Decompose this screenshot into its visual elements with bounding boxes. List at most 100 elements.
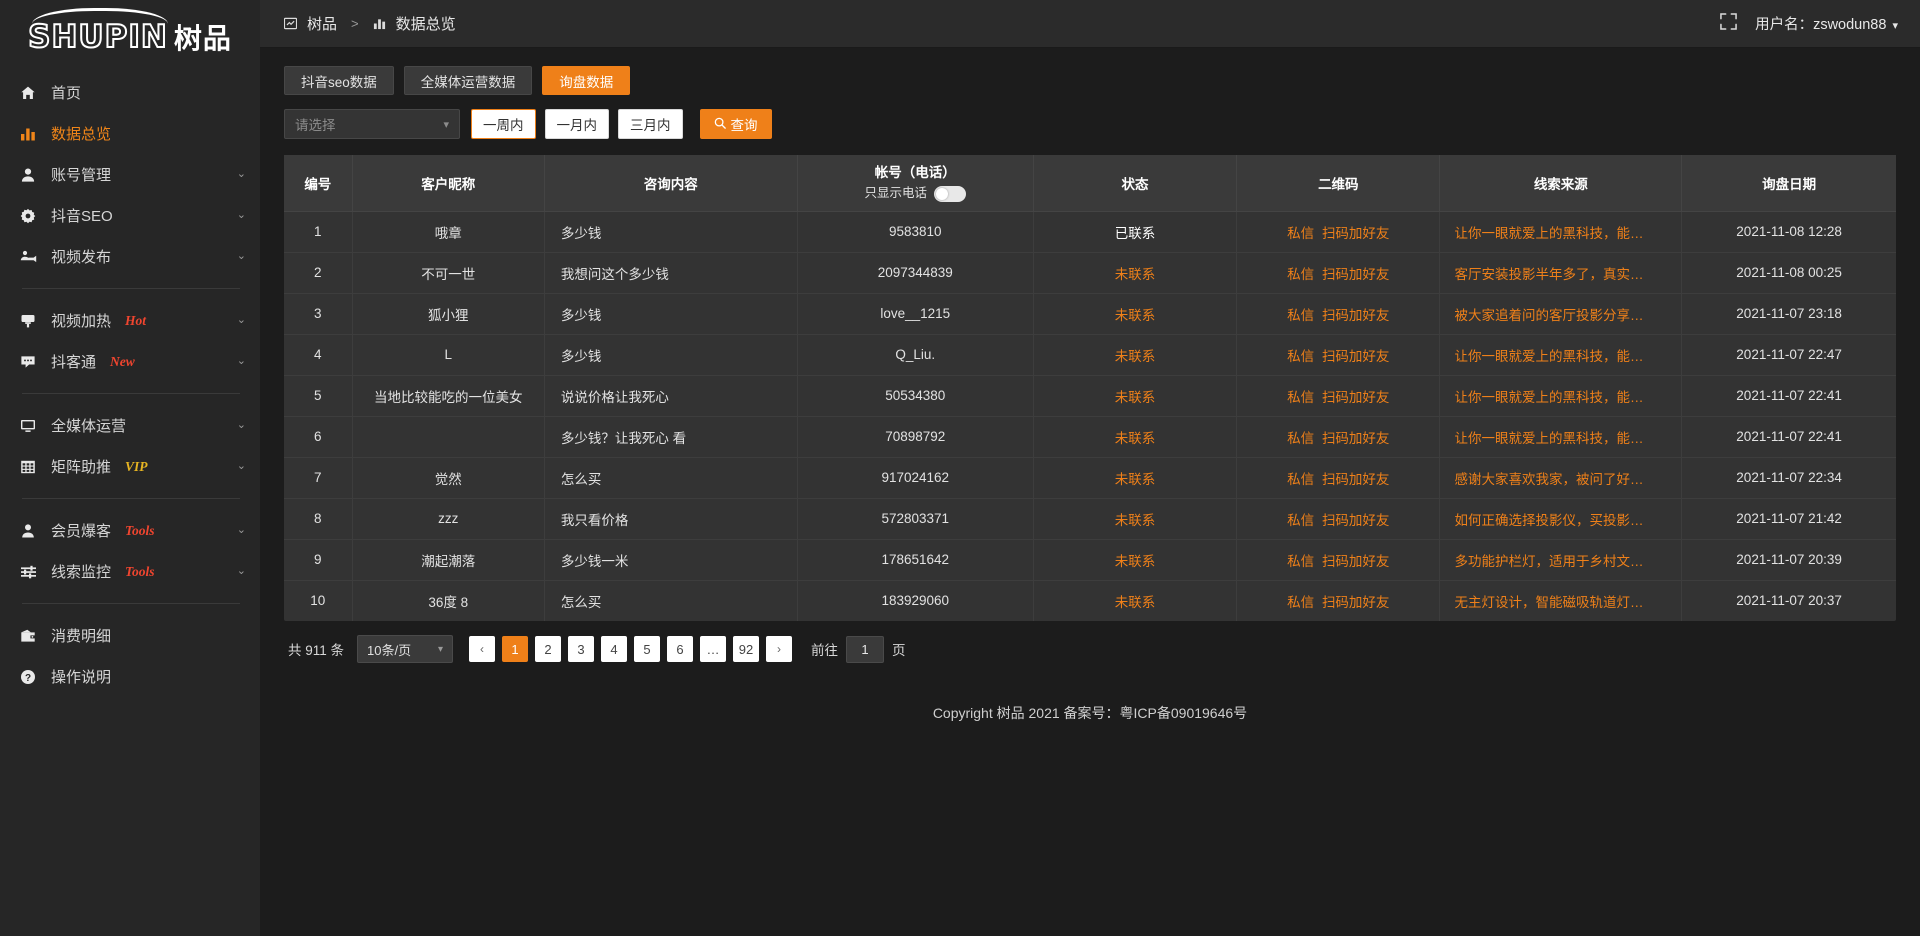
date-range-1[interactable]: 一月内 (544, 109, 609, 139)
sidebar-divider (22, 603, 240, 604)
cell-source[interactable]: 无主灯设计，智能磁吸轨道灯… (1439, 580, 1683, 621)
cell-nickname: 哦章 (352, 211, 545, 253)
breadcrumb: 树品 > 数据总览 (284, 13, 456, 34)
cell-source[interactable]: 让你一眼就爱上的黑科技，能… (1439, 416, 1683, 458)
private-message-link[interactable]: 私信 (1287, 348, 1315, 364)
sidebar-item-1[interactable]: 数据总览 (0, 113, 260, 154)
scan-add-friend-link[interactable]: 扫码加好友 (1321, 307, 1390, 323)
date-range-2[interactable]: 三月内 (618, 109, 683, 139)
pagination-next[interactable]: › (766, 636, 793, 662)
scan-add-friend-link[interactable]: 扫码加好友 (1321, 348, 1390, 364)
cell-source[interactable]: 感谢大家喜欢我家，被问了好… (1439, 457, 1683, 499)
private-message-link[interactable]: 私信 (1287, 307, 1315, 323)
cell-content: 多少钱 (544, 211, 798, 253)
sidebar-item-15[interactable]: 消费明细 (0, 615, 260, 656)
cell-source[interactable]: 多功能护栏灯，适用于乡村文… (1439, 539, 1683, 581)
sidebar-divider (22, 393, 240, 394)
pagination-prev[interactable]: ‹ (469, 636, 496, 662)
user-name-label: 用户名：zswodun88 (1755, 17, 1887, 33)
cell-source[interactable]: 让你一眼就爱上的黑科技，能… (1439, 375, 1683, 417)
private-message-link[interactable]: 私信 (1287, 430, 1315, 446)
scan-add-friend-link[interactable]: 扫码加好友 (1321, 225, 1390, 241)
cell-no: 8 (284, 498, 353, 540)
cell-no: 4 (284, 334, 353, 376)
private-message-link[interactable]: 私信 (1287, 225, 1315, 241)
page-size-select[interactable]: 10条/页 ▾ (357, 635, 454, 663)
wallet-icon (20, 627, 42, 645)
cell-source[interactable]: 让你一眼就爱上的黑科技，能… (1439, 211, 1683, 253)
sidebar-item-label: 线索监控 (51, 564, 112, 581)
account-select-value: 请选择 (295, 118, 336, 133)
pagination-page-3[interactable]: 3 (568, 636, 595, 662)
sidebar-item-13[interactable]: 线索监控 Tools ⌄ (0, 551, 260, 592)
sidebar-item-7[interactable]: 抖客通 New ⌄ (0, 341, 260, 382)
sidebar-item-label: 首页 (51, 85, 82, 102)
goto-input[interactable] (846, 635, 885, 663)
pagination-page-6[interactable]: 6 (667, 636, 694, 662)
scan-add-friend-link[interactable]: 扫码加好友 (1321, 389, 1390, 405)
column-header-1: 客户昵称 (352, 155, 545, 212)
scan-add-friend-link[interactable]: 扫码加好友 (1321, 553, 1390, 569)
sidebar-item-10[interactable]: 矩阵助推 VIP ⌄ (0, 446, 260, 487)
pagination-page-2[interactable]: 2 (535, 636, 562, 662)
sidebar-item-2[interactable]: 账号管理 ⌄ (0, 154, 260, 195)
cell-nickname (352, 416, 545, 458)
scan-add-friend-link[interactable]: 扫码加好友 (1321, 471, 1390, 487)
sidebar-item-0[interactable]: 首页 (0, 72, 260, 113)
cell-content: 多少钱一米 (544, 539, 798, 581)
scan-add-friend-link[interactable]: 扫码加好友 (1321, 594, 1390, 610)
private-message-link[interactable]: 私信 (1287, 594, 1315, 610)
phone-only-toggle[interactable] (934, 185, 967, 202)
private-message-link[interactable]: 私信 (1287, 512, 1315, 528)
sidebar-item-3[interactable]: 抖音SEO ⌄ (0, 195, 260, 236)
bar-chart-icon (20, 125, 42, 143)
sidebar-item-9[interactable]: 全媒体运营 ⌄ (0, 405, 260, 446)
chevron-down-icon: ⌄ (236, 355, 246, 367)
tab-0[interactable]: 抖音seo数据 (284, 66, 394, 95)
sidebar-item-12[interactable]: 会员爆客 Tools ⌄ (0, 510, 260, 551)
table-row: 2 不可一世 我想问这个多少钱 2097344839 未联系 私信 扫码加好友 客厅安装投影… (284, 252, 1896, 294)
pagination-page-…[interactable]: … (700, 636, 727, 662)
date-range-0[interactable]: 一周内 (471, 109, 536, 139)
cell-source[interactable]: 被大家追着问的客厅投影分享… (1439, 293, 1683, 335)
fullscreen-icon[interactable] (1720, 12, 1737, 35)
breadcrumb-current[interactable]: 数据总览 (395, 16, 456, 33)
pagination-page-4[interactable]: 4 (601, 636, 628, 662)
pagination-page-92[interactable]: 92 (733, 636, 760, 662)
cell-source[interactable]: 如何正确选择投影仪，买投影… (1439, 498, 1683, 540)
pagination-page-1[interactable]: 1 (502, 636, 529, 662)
sidebar-item-4[interactable]: 视频发布 ⌄ (0, 236, 260, 277)
cell-qrcode: 私信 扫码加好友 (1236, 457, 1441, 499)
sidebar-item-6[interactable]: 视频加热 Hot ⌄ (0, 300, 260, 341)
private-message-link[interactable]: 私信 (1287, 266, 1315, 282)
column-header-2: 咨询内容 (544, 155, 798, 212)
scan-add-friend-link[interactable]: 扫码加好友 (1321, 512, 1390, 528)
cell-date: 2021-11-07 22:41 (1681, 375, 1896, 417)
search-button[interactable]: 查询 (699, 109, 772, 139)
account-select[interactable]: 请选择 ▾ (284, 109, 460, 139)
grid-icon (20, 458, 42, 476)
logo[interactable]: SHUPIN 树品 (0, 0, 260, 62)
sidebar-nav: 首页 数据总览 账号管理 ⌄ 抖音SEO ⌄ 视频发布 ⌄ 视频加热 Hot ⌄ 抖客通 New ⌄ 全媒体… (0, 62, 260, 936)
scan-add-friend-link[interactable]: 扫码加好友 (1321, 266, 1390, 282)
pagination-page-5[interactable]: 5 (634, 636, 661, 662)
breadcrumb-root[interactable]: 树品 (307, 16, 338, 33)
private-message-link[interactable]: 私信 (1287, 389, 1315, 405)
sidebar: SHUPIN 树品 首页 数据总览 账号管理 ⌄ 抖音SEO ⌄ 视频发布 ⌄ 视频加热 Hot ⌄… (0, 0, 260, 936)
scan-add-friend-link[interactable]: 扫码加好友 (1321, 430, 1390, 446)
sidebar-item-badge: Tools (125, 563, 155, 579)
tab-1[interactable]: 全媒体运营数据 (403, 66, 533, 95)
sidebar-item-16[interactable]: ? 操作说明 (0, 656, 260, 697)
cell-status: 未联系 (1033, 416, 1238, 458)
cell-account: 2097344839 (797, 252, 1034, 294)
private-message-link[interactable]: 私信 (1287, 553, 1315, 569)
cell-no: 7 (284, 457, 353, 499)
user-menu[interactable]: 用户名：zswodun88 ▾ (1755, 13, 1898, 34)
sidebar-item-label: 视频发布 (51, 249, 112, 266)
cell-source[interactable]: 客厅安装投影半年多了，真实… (1439, 252, 1683, 294)
cell-nickname: 不可一世 (352, 252, 545, 294)
cell-source[interactable]: 让你一眼就爱上的黑科技，能… (1439, 334, 1683, 376)
cell-content: 多少钱？让我死心 看 (544, 416, 798, 458)
private-message-link[interactable]: 私信 (1287, 471, 1315, 487)
tab-2[interactable]: 询盘数据 (542, 66, 631, 95)
